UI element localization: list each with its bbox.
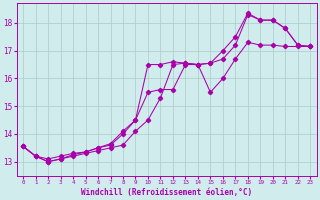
X-axis label: Windchill (Refroidissement éolien,°C): Windchill (Refroidissement éolien,°C) xyxy=(81,188,252,197)
